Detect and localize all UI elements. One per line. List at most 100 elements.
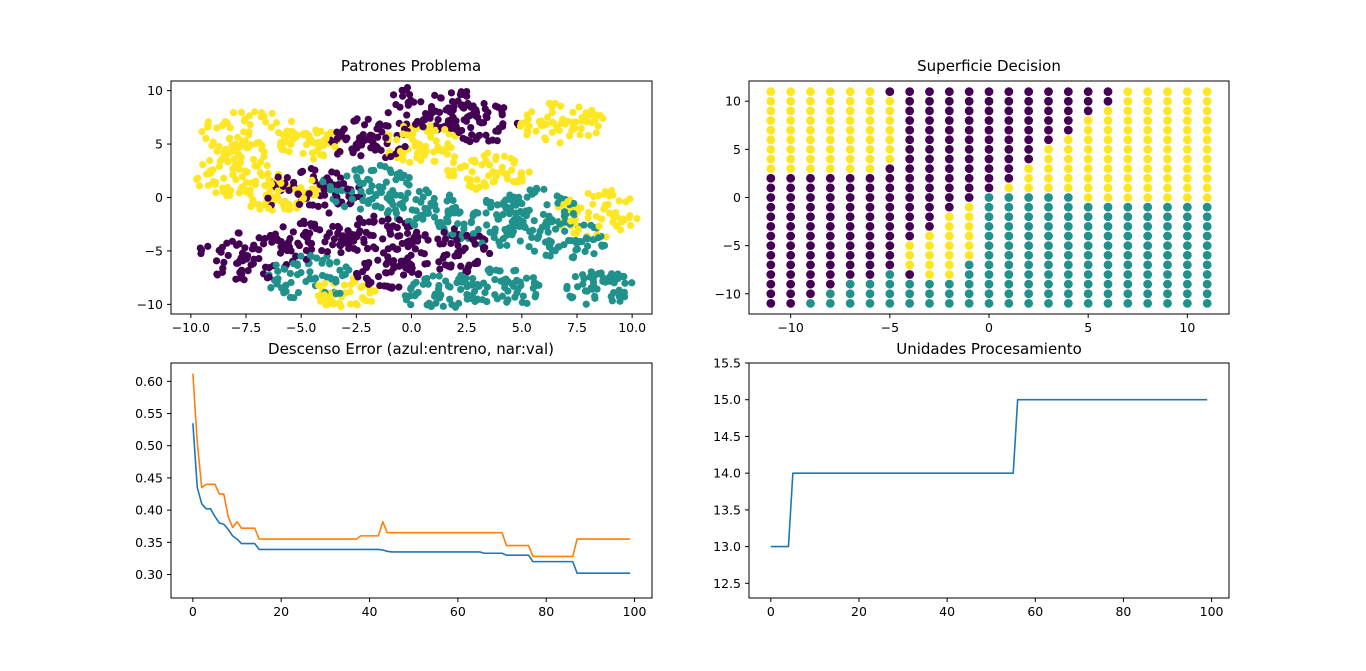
scatter-point [599,114,607,122]
scatter-point [373,143,382,151]
grid-point [766,221,776,231]
scatter-point [530,247,539,255]
scatter-point [240,128,248,136]
grid-point [1202,202,1212,212]
scatter-point [372,245,380,253]
y-tick-label: 5 [733,142,741,157]
scatter-point [441,125,449,134]
scatter-point [501,226,510,234]
scatter-point [399,271,408,279]
grid-point [1143,96,1153,106]
scatter-point [541,134,549,142]
scatter-point [532,290,540,298]
scatter-point [222,154,230,163]
scatter-point [459,134,467,142]
grid-point [1044,279,1053,289]
scatter-point [575,225,583,233]
scatter-point [392,191,400,199]
scatter-point [320,183,328,192]
y-axis-ticks: 12.5 13.0 13.5 14.0 14.5 15.0 15.5 [713,356,749,591]
grid-point [1004,202,1014,212]
scatter-point [439,302,447,310]
scatter-point [407,251,415,259]
scatter-point [396,232,404,240]
scatter-point [384,253,392,261]
scatter-point [455,209,463,217]
scatter-point [548,246,556,254]
scatter-point [395,216,404,224]
grid-point [845,87,855,96]
grid-point [984,183,994,193]
grid-point [1004,212,1014,222]
grid-point [766,173,776,183]
grid-point [825,135,835,145]
series-line-orange [192,373,631,558]
scatter-point [326,260,334,268]
scatter-point [353,301,361,309]
grid-point [865,87,875,96]
x-tick-label: 100 [623,604,647,619]
scatter-point [498,122,507,130]
grid-point [786,193,796,202]
grid-point [845,260,855,270]
grid-point [1024,173,1034,183]
grid-point [925,299,934,308]
scatter-point [332,278,340,286]
scatter-point [396,147,405,156]
grid-point [1004,183,1014,193]
scatter-point [302,246,310,255]
grid-point [925,231,934,241]
grid-point [1063,202,1073,212]
scatter-point [445,192,454,200]
x-tick-label: 40 [362,604,378,619]
grid-point [1063,260,1073,270]
scatter-point [483,221,491,229]
scatter-point [357,167,365,175]
grid-point [1103,279,1113,289]
scatter-point [569,293,577,301]
axes-frame [170,362,653,599]
grid-point [1024,221,1034,231]
scatter-point [445,171,453,180]
scatter-point [522,274,531,282]
grid-point [1182,260,1192,270]
grid-point [1063,164,1073,174]
grid-point [825,173,835,183]
grid-point [766,144,776,154]
scatter-point [407,301,415,309]
scatter-point [226,134,234,142]
scatter-point [592,129,600,137]
scatter-point [297,252,305,260]
grid-point [1182,212,1192,222]
grid-point [1123,154,1133,164]
scatter-point [299,194,308,202]
grid-point [1024,231,1034,241]
grid-point [1123,96,1133,106]
grid-point [1044,116,1053,125]
grid-point [1163,106,1172,116]
scatter-point [367,297,375,305]
grid-point [845,116,855,125]
scatter-point [264,204,273,212]
scatter-point [198,128,206,136]
grid-point [1182,270,1192,279]
scatter-point [430,213,439,221]
scatter-point [359,179,367,188]
scatter-point [578,113,586,122]
y-tick-label: 13.0 [713,539,741,554]
grid-point [786,202,796,212]
grid-point [1123,193,1133,202]
grid-point [806,221,815,231]
scatter-point [430,157,438,165]
grid-point [825,106,835,116]
scatter-point [451,203,460,211]
scatter-point [346,288,354,296]
grid-point [845,202,855,212]
grid-point [984,116,994,125]
scatter-point [386,190,394,198]
scatter-point [463,283,471,291]
scatter-point [294,190,302,198]
y-tick-label: 5 [155,137,163,152]
grid-point [984,250,994,260]
